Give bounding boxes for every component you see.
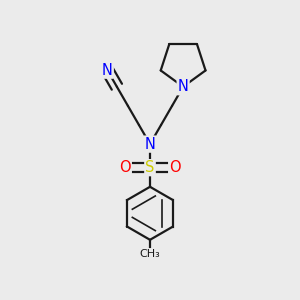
Text: N: N [178,79,189,94]
Text: O: O [119,160,131,175]
Text: CH₃: CH₃ [140,249,160,259]
Text: O: O [169,160,181,175]
Text: S: S [145,160,155,175]
Text: N: N [102,63,113,78]
Text: N: N [145,136,155,152]
